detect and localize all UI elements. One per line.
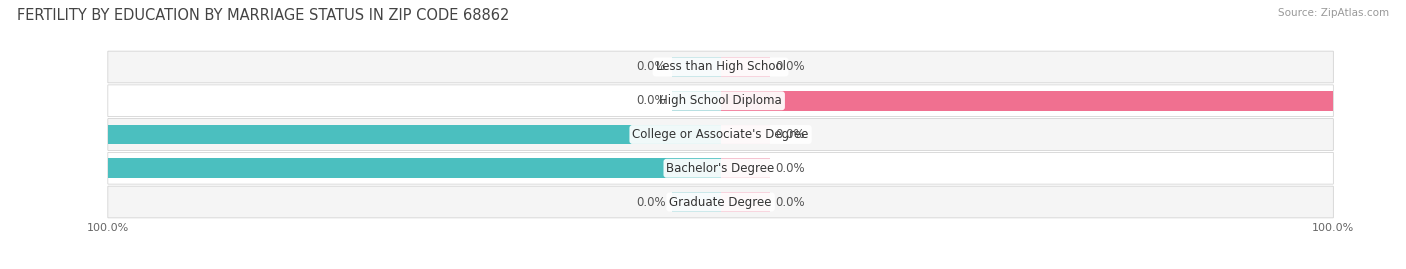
Bar <box>721 158 769 178</box>
Text: 100.0%: 100.0% <box>53 128 101 141</box>
Text: 0.0%: 0.0% <box>776 162 806 175</box>
Bar <box>672 91 721 111</box>
FancyBboxPatch shape <box>108 186 1333 218</box>
Bar <box>672 57 721 77</box>
Bar <box>108 125 721 144</box>
Text: 0.0%: 0.0% <box>776 196 806 208</box>
Text: Graduate Degree: Graduate Degree <box>669 196 772 208</box>
Text: 0.0%: 0.0% <box>636 196 665 208</box>
FancyBboxPatch shape <box>108 119 1333 150</box>
Text: Bachelor's Degree: Bachelor's Degree <box>666 162 775 175</box>
Text: 0.0%: 0.0% <box>636 94 665 107</box>
FancyBboxPatch shape <box>108 85 1333 116</box>
Bar <box>721 125 769 144</box>
Text: 0.0%: 0.0% <box>636 61 665 73</box>
Text: 100.0%: 100.0% <box>53 162 101 175</box>
Text: 100.0%: 100.0% <box>1340 94 1388 107</box>
Bar <box>721 91 1333 111</box>
Bar <box>721 192 769 212</box>
Text: FERTILITY BY EDUCATION BY MARRIAGE STATUS IN ZIP CODE 68862: FERTILITY BY EDUCATION BY MARRIAGE STATU… <box>17 8 509 23</box>
Text: High School Diploma: High School Diploma <box>659 94 782 107</box>
Text: Less than High School: Less than High School <box>655 61 786 73</box>
Bar <box>672 192 721 212</box>
Text: Source: ZipAtlas.com: Source: ZipAtlas.com <box>1278 8 1389 18</box>
Text: 0.0%: 0.0% <box>776 61 806 73</box>
FancyBboxPatch shape <box>108 51 1333 83</box>
Text: 0.0%: 0.0% <box>776 128 806 141</box>
Text: College or Associate's Degree: College or Associate's Degree <box>633 128 808 141</box>
Bar <box>108 158 721 178</box>
Bar <box>721 57 769 77</box>
FancyBboxPatch shape <box>108 153 1333 184</box>
